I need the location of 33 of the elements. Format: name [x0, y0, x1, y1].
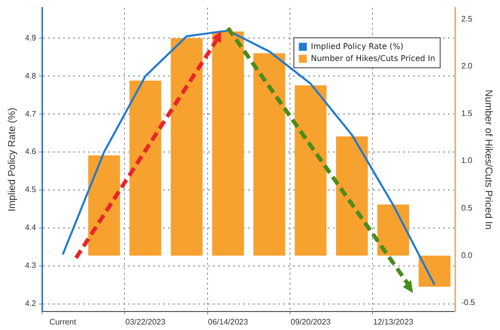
y-tick-label: 4.5 [24, 185, 37, 194]
x-tick-label: 09/20/2023 [290, 317, 332, 326]
x-tick-label: Current [49, 317, 77, 326]
y2-tick-label: 2.0 [461, 62, 473, 71]
y-axis-title: Implied Policy Rate (%) [6, 108, 18, 212]
y-tick-label: 4.2 [24, 299, 37, 308]
y-tick-label: 4.9 [24, 33, 37, 42]
x-tick-label: 06/14/2023 [208, 317, 249, 326]
bar [294, 85, 327, 256]
y-tick-label: 4.4 [24, 223, 37, 232]
y-tick-label: 4.8 [24, 71, 37, 80]
y-tick-label: 4.7 [24, 109, 37, 118]
y2-tick-label: 1.0 [461, 156, 473, 166]
y2-tick-label: 1.5 [461, 108, 473, 118]
bar [336, 136, 368, 256]
y2-tick-label: -0.5 [461, 298, 476, 308]
bar [377, 204, 410, 256]
legend-label: Implied Policy Rate (%) [310, 42, 404, 51]
y2-tick-label: 0.5 [461, 204, 473, 213]
y2-axis-title: Number of Hikes/Cuts Priced In [482, 90, 494, 230]
x-tick-label: 03/22/2023 [125, 317, 166, 326]
y-tick-label: 4.3 [24, 261, 37, 270]
bar [253, 53, 286, 256]
bar [418, 256, 450, 287]
y2-tick-label: 2.5 [461, 14, 473, 24]
y-tick-label: 4.6 [24, 147, 37, 156]
bar [212, 31, 244, 256]
bar [129, 80, 162, 256]
legend-label: Number of Hikes/Cuts Priced In [310, 54, 436, 63]
bar [170, 38, 203, 256]
x-tick-label: 12/13/2023 [373, 317, 414, 326]
bar [88, 155, 120, 256]
y2-tick-label: 0.0 [461, 250, 473, 260]
